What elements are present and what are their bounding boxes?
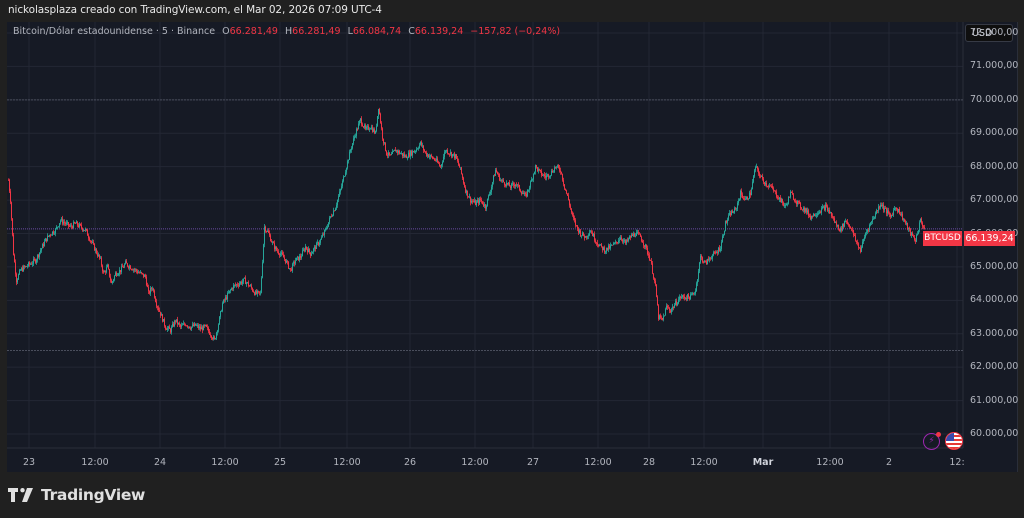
high-label: H: [285, 26, 293, 37]
time-axis-label: 28: [642, 457, 656, 468]
time-axis-label: 12:00: [584, 457, 612, 468]
time-axis-label: 12:00: [461, 457, 489, 468]
time-axis-label: 12:00: [211, 457, 239, 468]
open-label: O: [222, 26, 230, 37]
tradingview-logo-icon: [8, 488, 33, 502]
time-axis-label: 2: [885, 457, 893, 468]
time-axis-label: 25: [273, 457, 287, 468]
price-axis-label: 70.000,00: [970, 93, 1019, 105]
price-axis-label: 62.000,00: [970, 361, 1019, 373]
time-axis-label: Mar: [752, 457, 774, 468]
price-axis-label: 60.000,00: [970, 428, 1019, 439]
notification-dot: [936, 432, 941, 437]
time-axis-label: 23: [22, 457, 36, 468]
change-value: −157,82 (−0,24%): [470, 26, 561, 37]
price-axis-label: 65.000,00: [970, 260, 1019, 272]
symbol-legend: Bitcoin/Dólar estadounidense · 5 · Binan…: [13, 26, 560, 37]
time-axis-label: 12:00: [816, 457, 844, 468]
time-axis-label: 26: [403, 457, 417, 468]
brand-name: TradingView: [41, 486, 146, 504]
price-axis-label: 61.000,00: [970, 394, 1019, 406]
price-axis-label: 71.000,00: [970, 60, 1019, 72]
tradingview-logo[interactable]: TradingView: [8, 486, 145, 504]
price-axis-label: 68.000,00: [970, 160, 1019, 172]
price-axis-label: 72.000,00: [970, 27, 1019, 38]
symbol-title[interactable]: Bitcoin/Dólar estadounidense · 5 · Binan…: [13, 26, 216, 37]
time-axis-label: 12:: [949, 457, 965, 468]
high-value: 66.281,49: [292, 26, 341, 37]
time-axis-label: 12:00: [81, 457, 109, 468]
price-axis-label: 63.000,00: [970, 327, 1019, 339]
time-axis-label: 12:00: [333, 457, 361, 468]
chart-credit: nickolasplaza creado con TradingView.com…: [8, 4, 382, 16]
lightning-icon[interactable]: ⚡: [923, 432, 941, 450]
symbol-price-tag: BTCUSD: [923, 231, 962, 246]
open-value: 66.281,49: [229, 26, 278, 37]
chart-frame: [7, 22, 1018, 472]
time-axis-label: 12:00: [690, 457, 718, 468]
low-value: 66.084,74: [352, 26, 402, 37]
currency-button[interactable]: USD: [965, 24, 1013, 42]
close-value: 66.139,24: [414, 26, 464, 37]
low-label: L: [347, 26, 353, 37]
price-axis-label: 64.000,00: [970, 294, 1019, 306]
price-axis-label: 69.000,00: [970, 127, 1019, 139]
close-label: C: [408, 26, 415, 37]
us-flag-icon[interactable]: [945, 432, 963, 450]
last-price-tag: 66.139,24: [964, 231, 1015, 246]
price-axis-label: 67.000,00: [970, 194, 1019, 206]
time-axis-label: 24: [153, 457, 167, 468]
time-axis-label: 27: [526, 457, 540, 468]
